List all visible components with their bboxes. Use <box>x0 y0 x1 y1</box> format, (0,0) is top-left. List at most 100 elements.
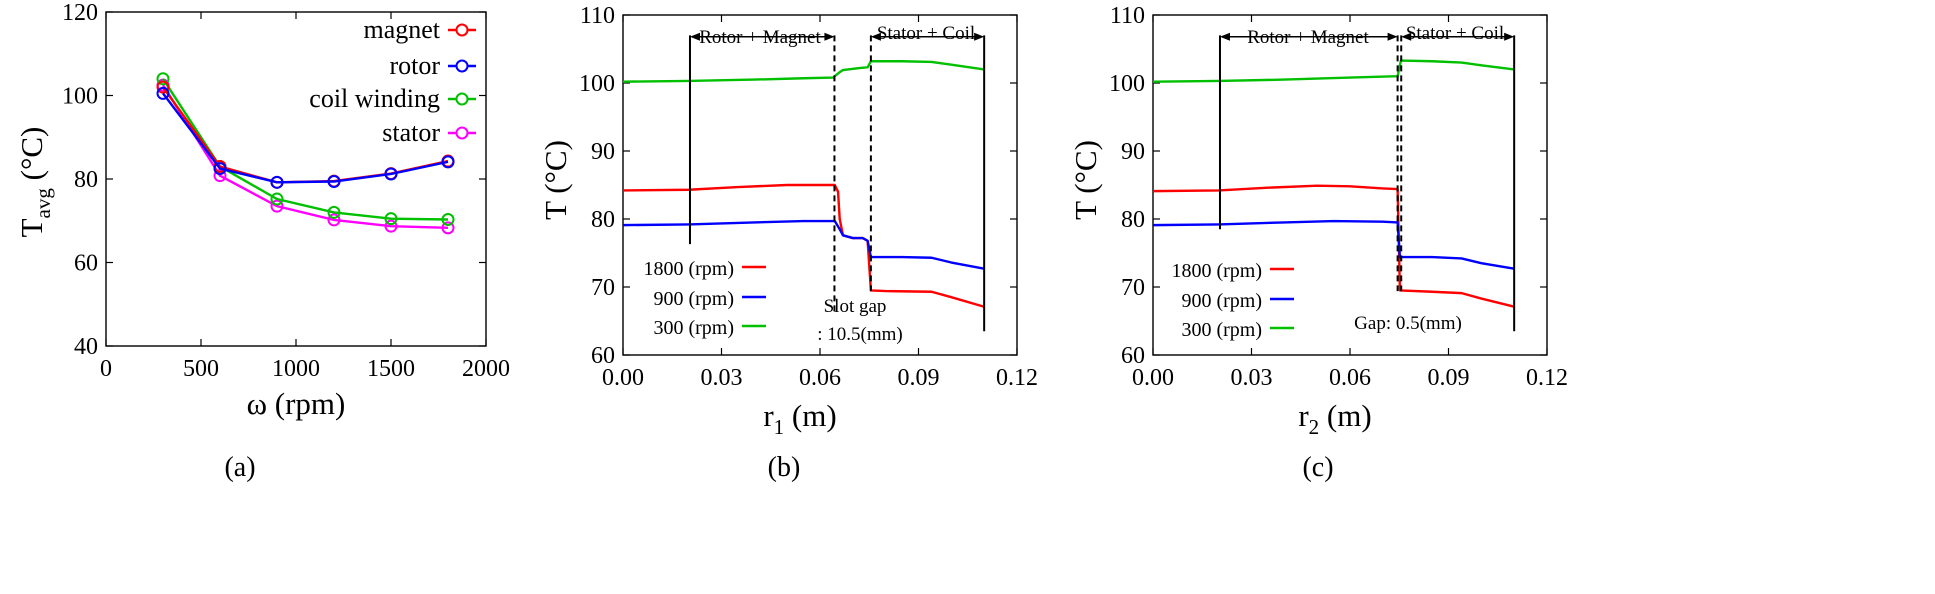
panel-c: 0.00 0.03 0.06 0.09 0.12 60 70 80 90 100 110 Rotor… <box>1068 3 1568 483</box>
arrow-stator-coil-b-head-left <box>870 32 881 41</box>
legend-swatch-marker-stator <box>455 126 469 140</box>
x-axis-label-b: r1 (m) <box>763 398 836 439</box>
y-axis-label-a: Tavg (°C) <box>14 127 55 238</box>
x-axis-label-c-main: r <box>1298 398 1309 433</box>
x-tick-label-b: 0.09 <box>898 365 940 391</box>
panel-a: 0 500 1000 1500 2000 40 60 80 100 120 magnet roto… <box>14 0 510 483</box>
x-tick-label-a: 0 <box>100 356 112 382</box>
x-axis-label-b-sub: 1 <box>774 415 785 439</box>
legend-label-magnet: magnet <box>363 15 440 44</box>
series-group-a <box>156 72 455 235</box>
legend-c: 1800 (rpm) 900 (rpm) 300 (rpm) <box>1171 260 1294 341</box>
y-axis-label-c: T (°C) <box>1068 140 1103 220</box>
y-tick-label-b: 80 <box>591 207 615 233</box>
annotation-rotor-magnet-c: Rotor + Magnet <box>1247 27 1369 48</box>
caption-b: (b) <box>768 452 801 483</box>
data-point-rotor <box>213 162 227 176</box>
annotation-slot-gap-b: Slot gap <box>824 296 887 317</box>
data-point-stator <box>213 169 227 183</box>
y-tick-label-b: 90 <box>591 139 615 165</box>
x-tick-label-b: 0.12 <box>996 365 1038 391</box>
legend-label-1800-b: 1800 (rpm) <box>643 258 734 280</box>
legend-label-300-b: 300 (rpm) <box>653 317 734 339</box>
y-tick-label-b: 110 <box>580 3 615 29</box>
arrow-stator-coil-c-head-left <box>1401 32 1412 41</box>
data-point-coil-winding <box>384 212 398 226</box>
data-point-magnet <box>156 80 170 94</box>
legend-swatch-marker-magnet <box>455 23 469 37</box>
series-group-c <box>1152 59 1515 308</box>
arrow-stator-coil-c-head-right <box>1504 32 1515 41</box>
y-tick-label-b: 60 <box>591 343 615 369</box>
annotation-rotor-magnet-b: Rotor + Magnet <box>699 27 821 48</box>
legend-label-stator: stator <box>382 118 440 147</box>
y-axis-label-a-main: T <box>14 218 49 237</box>
arrow-rotor-magnet-b-head-right <box>824 32 835 41</box>
data-point-coil-winding <box>441 212 455 226</box>
data-point-rotor <box>441 155 455 169</box>
x-tick-label-a: 1500 <box>367 356 415 382</box>
x-axis-label-a: ω (rpm) <box>247 386 346 421</box>
data-point-stator <box>327 213 341 227</box>
data-point-stator <box>270 199 284 213</box>
y-tick-label-a: 100 <box>62 84 98 110</box>
y-axis-label-a-unit: (°C) <box>14 127 49 188</box>
y-axis-label-b: T (°C) <box>538 140 573 220</box>
y-tick-label-a: 40 <box>74 334 98 360</box>
y-tick-label-c: 110 <box>1110 3 1145 29</box>
arrow-rotor-magnet-c-head-right <box>1387 32 1398 41</box>
x-axis-label-b-unit: (m) <box>784 398 837 433</box>
axis-ticks-c: 0.00 0.03 0.06 0.09 0.12 60 70 80 90 100 110 <box>1109 3 1568 391</box>
x-tick-label-a: 500 <box>183 356 219 382</box>
y-axis-label-a-sub: avg <box>31 188 55 219</box>
series-line-stator <box>161 84 449 230</box>
y-tick-label-b: 70 <box>591 275 615 301</box>
data-point-coil-winding <box>327 205 341 219</box>
y-tick-label-c: 90 <box>1121 139 1145 165</box>
x-tick-label-c: 0.03 <box>1231 365 1273 391</box>
data-point-rotor <box>156 86 170 100</box>
series-line-300-rpm-c <box>1152 59 1515 83</box>
y-tick-label-b: 100 <box>579 71 615 97</box>
legend-label-300-c: 300 (rpm) <box>1181 319 1262 341</box>
data-point-stator <box>384 219 398 233</box>
annotation-stator-coil-b: Stator + Coil <box>877 23 975 44</box>
data-point-coil-winding <box>156 72 170 86</box>
x-axis-label-c: r2 (m) <box>1298 398 1371 439</box>
x-tick-label-a: 1000 <box>272 356 320 382</box>
x-tick-label-b: 0.00 <box>602 365 644 391</box>
legend-label-rotor: rotor <box>389 51 440 80</box>
y-tick-label-a: 60 <box>74 251 98 277</box>
data-point-stator <box>441 221 455 235</box>
legend-label-900-c: 900 (rpm) <box>1181 290 1262 312</box>
series-line-1800-rpm-c <box>1152 184 1515 308</box>
x-tick-label-c: 0.12 <box>1526 365 1568 391</box>
y-tick-label-c: 80 <box>1121 207 1145 233</box>
region-markers-c <box>1218 32 1516 332</box>
series-line-rotor <box>162 92 449 184</box>
panel-b: 0.00 0.03 0.06 0.09 0.12 60 70 80 90 100 110 Rotor… <box>538 3 1038 483</box>
x-axis-label-c-sub: 2 <box>1309 415 1320 439</box>
annotation-stator-coil-c: Stator + Coil <box>1406 23 1504 44</box>
caption-a: (a) <box>224 452 255 483</box>
annotation-gap-c: Gap: 0.5(mm) <box>1354 313 1462 334</box>
data-point-rotor <box>327 175 341 189</box>
x-tick-label-b: 0.03 <box>701 365 743 391</box>
annotations-c: Rotor + Magnet Stator + Coil Gap: 0.5(mm… <box>1247 23 1504 334</box>
region-markers-b <box>688 32 986 332</box>
x-axis-label-c-unit: (m) <box>1319 398 1372 433</box>
legend-swatch-marker-rotor <box>455 59 469 73</box>
series-line-900-rpm-c <box>1152 219 1515 270</box>
legend-swatch-marker-coil-winding <box>455 92 469 106</box>
arrow-rotor-magnet-b-head-left <box>689 32 700 41</box>
axis-ticks-a: 0 500 1000 1500 2000 40 60 80 100 120 <box>62 0 510 382</box>
data-point-rotor <box>270 175 284 189</box>
y-tick-label-a: 80 <box>74 167 98 193</box>
arrow-rotor-magnet-c-head-left <box>1219 32 1230 41</box>
arrow-stator-coil-b-head-right <box>974 32 985 41</box>
data-point-coil-winding <box>270 192 284 206</box>
y-tick-label-a: 120 <box>62 0 98 26</box>
x-tick-label-c: 0.00 <box>1132 365 1174 391</box>
series-line-900-rpm-b <box>622 219 985 270</box>
